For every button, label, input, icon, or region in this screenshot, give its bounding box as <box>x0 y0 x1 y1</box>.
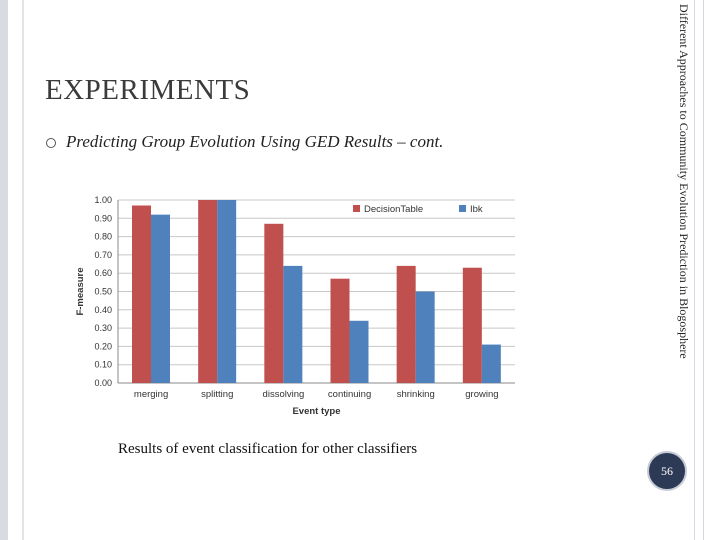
x-tick-label: growing <box>465 389 498 400</box>
left-decor-line <box>22 0 24 540</box>
x-axis-title: Event type <box>292 406 340 417</box>
y-tick-label: 0.20 <box>94 341 112 351</box>
side-header-text: Different Approaches to Community Evolut… <box>677 4 691 359</box>
x-tick-label: splitting <box>201 389 233 400</box>
bullet-icon <box>46 138 56 148</box>
bar-decisiontable-continuing <box>330 278 350 383</box>
y-tick-label: 0.50 <box>94 287 112 297</box>
bar-ibk-dissolving <box>283 265 303 383</box>
y-tick-label: 0.60 <box>94 268 112 278</box>
y-tick-label: 0.30 <box>94 323 112 333</box>
legend-swatch-decisiontable <box>353 205 360 212</box>
y-tick-label: 0.80 <box>94 232 112 242</box>
bar-decisiontable-growing <box>462 267 482 383</box>
bar-ibk-splitting <box>217 200 237 383</box>
y-tick-label: 0.70 <box>94 250 112 260</box>
bar-decisiontable-merging <box>132 205 151 383</box>
slide-subtitle: Predicting Group Evolution Using GED Res… <box>66 132 444 151</box>
legend-swatch-ibk <box>459 205 466 212</box>
left-decor-bar <box>0 0 8 540</box>
x-tick-label: shrinking <box>397 389 435 400</box>
right-decor-line <box>694 0 695 540</box>
bar-ibk-growing <box>481 344 501 383</box>
slide-title: EXPERIMENTS <box>45 74 251 106</box>
bar-chart: 0.00 0.10 0.20 0.30 0.40 0.50 0.60 0.70 0.80 0.90… <box>75 195 515 417</box>
y-tick-label: 0.10 <box>94 360 112 370</box>
right-decor-line-2 <box>703 0 704 540</box>
bar-decisiontable-dissolving <box>264 223 284 383</box>
bar-ibk-continuing <box>349 320 369 383</box>
y-tick-label: 1.00 <box>94 195 112 205</box>
y-tick-label: 0.40 <box>94 305 112 315</box>
x-tick-label: continuing <box>328 389 371 400</box>
y-axis-title: F-measure <box>75 267 86 315</box>
figure-caption: Results of event classification for othe… <box>118 441 418 457</box>
legend-label-ibk: Ibk <box>470 204 483 215</box>
page-number-badge: 56 <box>647 451 687 491</box>
bar-decisiontable-shrinking <box>396 265 416 383</box>
y-tick-label: 0.90 <box>94 213 112 223</box>
bar-ibk-merging <box>151 214 170 383</box>
bar-ibk-shrinking <box>415 291 435 383</box>
bar-decisiontable-splitting <box>198 200 218 383</box>
y-tick-label: 0.00 <box>94 378 112 388</box>
legend-label-decisiontable: DecisionTable <box>364 204 423 215</box>
x-tick-label: merging <box>134 389 168 400</box>
x-tick-label: dissolving <box>263 389 305 400</box>
